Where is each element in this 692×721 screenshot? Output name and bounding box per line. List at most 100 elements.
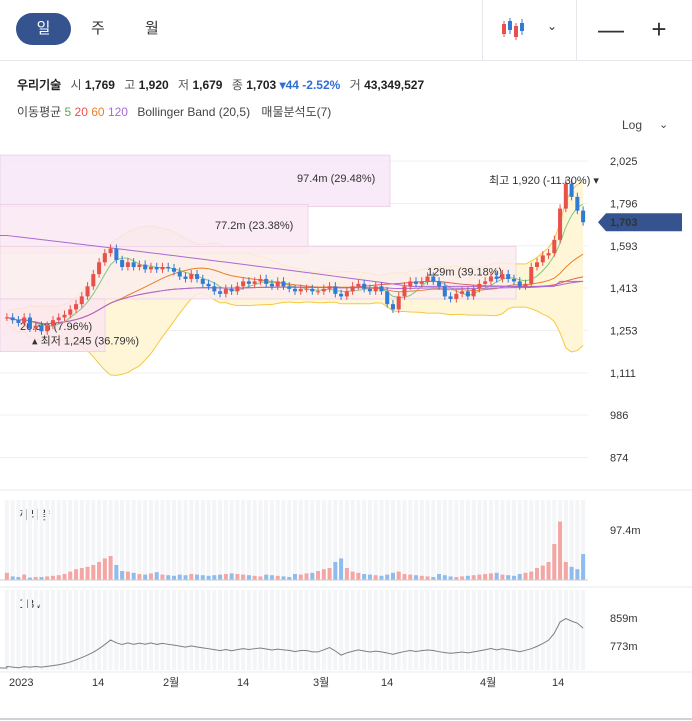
grid-stripe <box>304 500 309 580</box>
grid-stripe <box>252 590 257 670</box>
price-tick-label: 1,796 <box>610 198 638 210</box>
grid-stripe <box>102 500 107 580</box>
chevron-down-icon[interactable]: ⌄ <box>547 19 558 33</box>
volume-profile-label[interactable]: 매물분석도(7) <box>261 105 332 119</box>
grid-stripe <box>10 500 15 580</box>
volume-bar <box>154 572 159 580</box>
grid-stripe <box>425 500 430 580</box>
grid-stripe <box>333 500 338 580</box>
close-value: 1,703 <box>246 78 277 92</box>
candle-body <box>171 268 177 272</box>
chevron-down-icon[interactable]: ⌄ <box>659 119 669 131</box>
grid-stripe <box>483 500 488 580</box>
log-scale-toggle[interactable]: Log <box>622 118 643 132</box>
x-tick-label: 4월 <box>480 676 496 689</box>
volume-bar <box>39 577 44 580</box>
volume-bar <box>114 565 119 580</box>
volume-bar <box>189 574 194 580</box>
volume-bar <box>511 575 516 580</box>
candle-body <box>183 276 188 279</box>
ma-label[interactable]: 이동평균 <box>17 105 62 119</box>
zoom-out-button[interactable]: — <box>598 14 624 44</box>
volume-bar <box>356 572 361 580</box>
grid-stripe <box>143 500 148 580</box>
high-label: 고 <box>124 78 136 92</box>
price-tick-label: 1,593 <box>610 241 638 253</box>
indicator-legend[interactable]: 이동평균 5 20 60 120 Bollinger Band (20,5) 매… <box>17 103 331 120</box>
volume-bar <box>413 575 419 580</box>
grid-stripe <box>114 500 119 580</box>
volume-bar <box>523 572 528 580</box>
grid-stripe <box>529 590 534 670</box>
grid-stripe <box>316 590 321 670</box>
candle-body <box>56 317 61 321</box>
grid-stripe <box>281 500 286 580</box>
grid-stripe <box>437 590 442 670</box>
volume-bar <box>33 577 38 580</box>
grid-stripe <box>68 500 73 580</box>
price-tick-label: 1,413 <box>610 283 638 295</box>
obv-tick-label: 859m <box>610 613 638 625</box>
volume-bar <box>131 572 136 580</box>
volume-bar <box>454 577 459 580</box>
candle-body <box>143 264 148 270</box>
volume-bar <box>350 571 355 580</box>
bollinger-label[interactable]: Bollinger Band (20,5) <box>137 105 251 119</box>
grid-stripe <box>471 590 476 670</box>
volume-bar <box>448 576 453 580</box>
volume-bar <box>535 568 540 580</box>
candle-body <box>74 304 79 310</box>
grid-stripe <box>563 500 568 580</box>
volume-bar <box>379 575 384 580</box>
ma120-line <box>0 235 584 287</box>
grid-stripe <box>4 590 9 670</box>
candle-body <box>535 262 540 267</box>
candle-body <box>125 262 130 267</box>
candle-body <box>33 325 38 329</box>
grid-stripe <box>264 500 269 580</box>
volume-bar <box>477 574 482 580</box>
grid-stripe <box>529 500 534 580</box>
grid-stripe <box>448 500 453 580</box>
quote-summary: 우리기술 시 1,769 고 1,920 저 1,679 종 1,703 ▾44… <box>17 76 424 93</box>
tab-week[interactable]: 주 <box>91 20 105 37</box>
zoom-in-button[interactable]: + <box>651 14 667 44</box>
volume-bar <box>425 576 430 580</box>
volume-bar <box>506 575 511 580</box>
volume-bar <box>373 575 378 580</box>
grid-stripe <box>437 500 442 580</box>
candle-body <box>310 288 315 292</box>
volume-bar <box>292 574 298 580</box>
candle-body <box>471 288 476 297</box>
candle-body <box>402 286 407 297</box>
candle-body <box>488 276 493 282</box>
candle-body <box>241 281 246 287</box>
grid-stripe <box>189 500 194 580</box>
grid-stripe <box>310 590 315 670</box>
grid-stripe <box>488 500 493 580</box>
volume-bar <box>143 574 148 580</box>
tab-month[interactable]: 월 <box>145 20 159 37</box>
grid-stripe <box>56 500 61 580</box>
volume-bar <box>563 562 568 580</box>
grid-stripe <box>206 590 211 670</box>
grid-stripe <box>154 590 159 670</box>
grid-stripe <box>143 590 148 670</box>
candlestick-icon[interactable] <box>500 16 526 42</box>
candle-body <box>229 288 234 292</box>
candle-body <box>120 259 125 267</box>
tab-day[interactable]: 일 <box>16 13 71 45</box>
bollinger-lower-line <box>6 292 584 376</box>
candle-body <box>367 288 372 292</box>
volume-bar <box>68 571 73 580</box>
candle-body <box>437 281 442 287</box>
candle-body <box>442 286 447 297</box>
grid-stripe <box>97 500 102 580</box>
grid-stripe <box>287 590 292 670</box>
volume-bar <box>258 576 263 580</box>
grid-stripe <box>362 500 367 580</box>
volume-bar <box>500 574 505 580</box>
candle-body <box>431 276 436 282</box>
volume-bar <box>62 574 67 580</box>
